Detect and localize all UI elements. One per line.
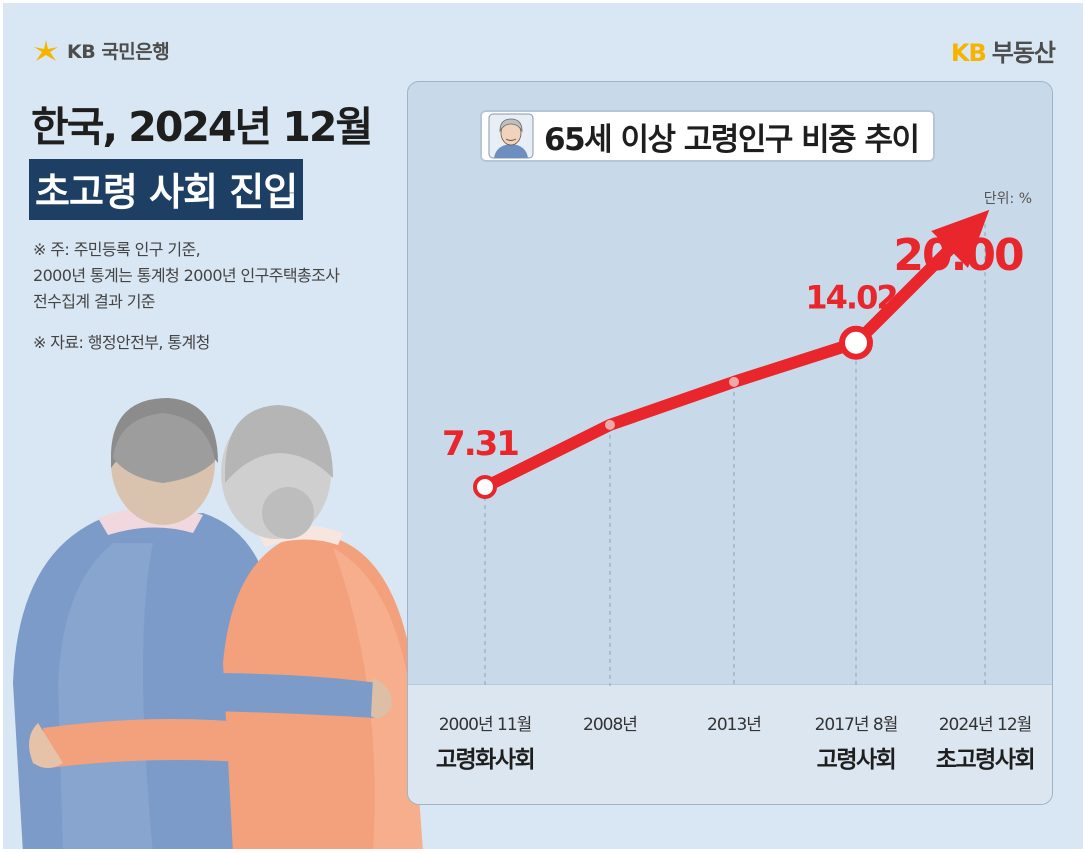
data-point-0 <box>473 475 497 499</box>
x-sub-label-3: 고령사회 <box>816 747 897 773</box>
x-tick-label-4: 2024년 12월 <box>938 715 1033 735</box>
x-tick-label-1: 2008년 <box>583 715 638 735</box>
data-point-2 <box>729 376 739 387</box>
data-label-3: 14.02 <box>805 279 896 317</box>
infographic: KB 국민은행 KB 부동산 한국, 2024년 12월 초고령 사회 진입 ※ … <box>3 3 1083 849</box>
data-point-1 <box>605 419 615 430</box>
headline-line1: 한국, 2024년 12월 <box>31 103 373 151</box>
chart-title-box: 65세 이상 고령인구 비중 추이 <box>480 110 935 162</box>
x-axis-band <box>408 684 1052 804</box>
data-label-4: 20.00 <box>893 230 1023 281</box>
x-tick-label-2: 2013년 <box>707 715 762 735</box>
footnote-line2: 2000년 통계는 통계청 2000년 인구주택총조사 <box>33 266 340 285</box>
x-sub-label-0: 고령화사회 <box>435 747 536 773</box>
kb-star-icon <box>34 39 58 61</box>
realestate-logo-text: 부동산 <box>991 39 1056 67</box>
x-tick-label-3: 2017년 8월 <box>814 715 899 735</box>
elderly-couple-image <box>13 398 423 849</box>
kb-realestate-logo: KB 부동산 <box>950 33 1056 68</box>
footnote-line3: 전수집계 결과 기준 <box>33 292 156 311</box>
series-arrowhead <box>931 209 990 268</box>
chart-panel: 7.31 14.02 20.00 65세 이상 고령인구 비중 추이 단위: % 2… <box>407 81 1053 805</box>
chart-title: 65세 이상 고령인구 비중 추이 <box>544 121 920 158</box>
source-note: ※ 자료: 행정안전부, 통계청 <box>33 333 210 352</box>
realestate-logo-kb: KB <box>950 39 987 67</box>
headline-line2: 초고령 사회 진입 <box>29 159 304 220</box>
x-tick-label-0: 2000년 11월 <box>438 715 533 735</box>
bank-logo-text: KB 국민은행 <box>67 41 170 63</box>
kb-bank-logo: KB 국민은행 <box>31 37 170 64</box>
footnote: ※ 주: 주민등록 인구 기준, 2000년 통계는 통계청 2000년 인구주… <box>33 237 340 315</box>
elderly-person-icon <box>488 113 534 159</box>
unit-label: 단위: % <box>983 191 1032 207</box>
data-point-3 <box>839 325 873 360</box>
data-label-0: 7.31 <box>442 424 518 464</box>
x-sub-label-4: 초고령사회 <box>935 747 1036 773</box>
footnote-line1: ※ 주: 주민등록 인구 기준, <box>33 240 201 259</box>
